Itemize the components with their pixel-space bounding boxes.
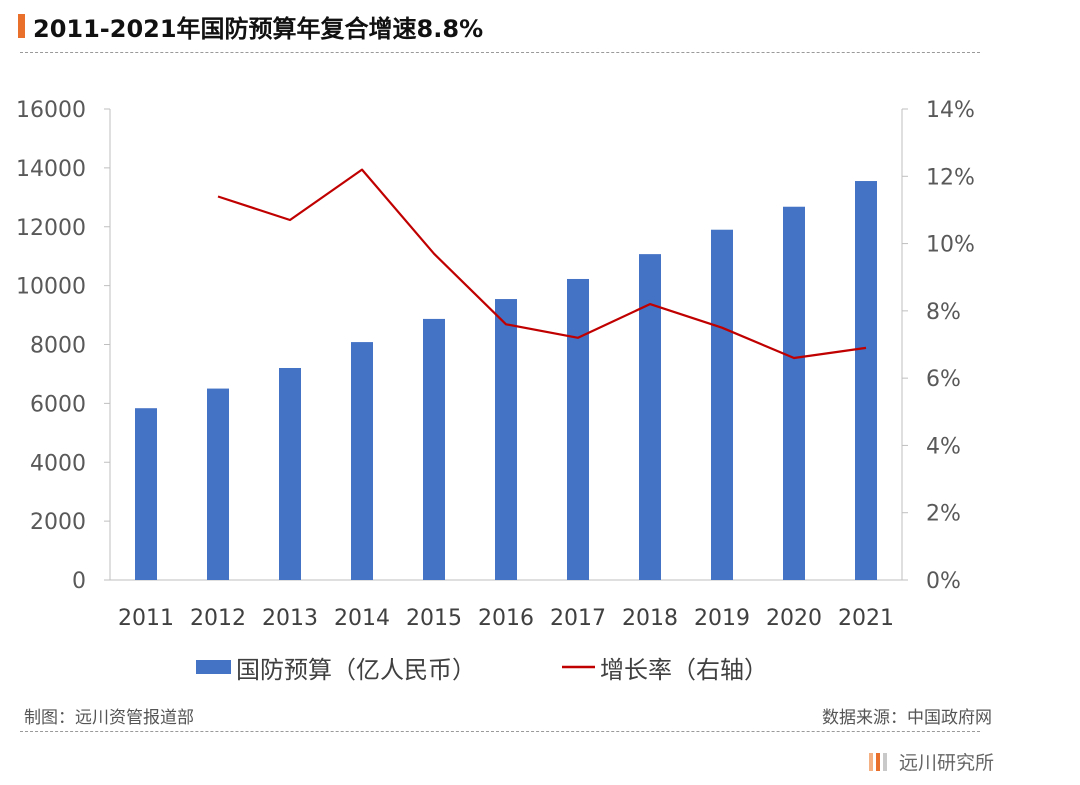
left-axis-tick-label: 0 bbox=[72, 569, 86, 594]
footer-source: 数据来源：中国政府网 bbox=[822, 708, 992, 728]
x-axis-tick-label: 2012 bbox=[190, 606, 246, 631]
bar bbox=[135, 408, 157, 580]
title-divider bbox=[20, 52, 980, 53]
chart-area: 0 2000 4000 6000 8000 10000 12000 14000 16000 0% 2… bbox=[16, 98, 975, 684]
x-axis-tick-label: 2014 bbox=[334, 606, 390, 631]
brand-logo-bar bbox=[875, 752, 880, 771]
footer-divider bbox=[20, 731, 980, 732]
x-axis-tick-label: 2016 bbox=[478, 606, 534, 631]
bar bbox=[783, 206, 805, 581]
legend-bar-label: 国防预算（亿人民币） bbox=[236, 656, 476, 684]
left-axis-tick-label: 14000 bbox=[16, 157, 86, 182]
x-axis-tick-label: 2015 bbox=[406, 606, 462, 631]
brand-name: 远川研究所 bbox=[898, 752, 994, 774]
x-axis-tick-label: 2011 bbox=[118, 606, 174, 631]
left-axis-tick-label: 10000 bbox=[16, 275, 86, 300]
x-axis-tick-label: 2017 bbox=[550, 606, 606, 631]
bar bbox=[495, 299, 517, 580]
legend-bar-swatch bbox=[196, 660, 231, 674]
left-axis-tick-label: 8000 bbox=[30, 334, 86, 359]
left-axis-tick-label: 4000 bbox=[30, 451, 86, 476]
right-axis-tick-label: 14% bbox=[926, 98, 975, 123]
growth-rate-line bbox=[217, 168, 867, 360]
brand-logo-icon bbox=[868, 752, 887, 771]
x-axis-tick-label: 2020 bbox=[766, 606, 822, 631]
bar bbox=[711, 229, 733, 580]
bar bbox=[279, 367, 301, 580]
bar bbox=[639, 254, 661, 580]
right-axis-tick-label: 4% bbox=[926, 434, 961, 459]
right-axis-tick-label: 10% bbox=[926, 233, 975, 258]
left-axis-tick-label: 6000 bbox=[30, 392, 86, 417]
bar bbox=[855, 181, 877, 580]
left-axis-tick-label: 16000 bbox=[16, 98, 86, 123]
x-axis-tick-label: 2018 bbox=[622, 606, 678, 631]
footer-credit: 制图：远川资管报道部 bbox=[24, 708, 194, 728]
right-axis-tick-label: 0% bbox=[926, 569, 961, 594]
brand-logo-bar bbox=[868, 752, 873, 771]
brand: 远川研究所 bbox=[868, 748, 994, 775]
right-axis-tick-label: 2% bbox=[926, 502, 961, 527]
bar bbox=[207, 388, 229, 580]
x-axis-tick-label: 2019 bbox=[694, 606, 750, 631]
right-axis-tick-label: 6% bbox=[926, 367, 961, 392]
title-bar: 2011-2021年国防预算年复合增速8.8% bbox=[18, 8, 483, 44]
left-axis-tick-label: 2000 bbox=[30, 510, 86, 535]
brand-logo-bar bbox=[882, 752, 887, 771]
chart-title: 2011-2021年国防预算年复合增速8.8% bbox=[33, 14, 484, 43]
x-axis-tick-label: 2013 bbox=[262, 606, 318, 631]
bar bbox=[351, 342, 373, 580]
bar bbox=[567, 278, 589, 580]
left-axis-tick-label: 12000 bbox=[16, 216, 86, 241]
legend-line-label: 增长率（右轴） bbox=[600, 656, 768, 684]
x-axis-tick-label: 2021 bbox=[838, 606, 894, 631]
right-axis-tick-label: 8% bbox=[926, 300, 961, 325]
right-axis-tick-label: 12% bbox=[926, 165, 975, 190]
bar bbox=[423, 318, 445, 580]
title-accent-mark bbox=[18, 14, 25, 38]
